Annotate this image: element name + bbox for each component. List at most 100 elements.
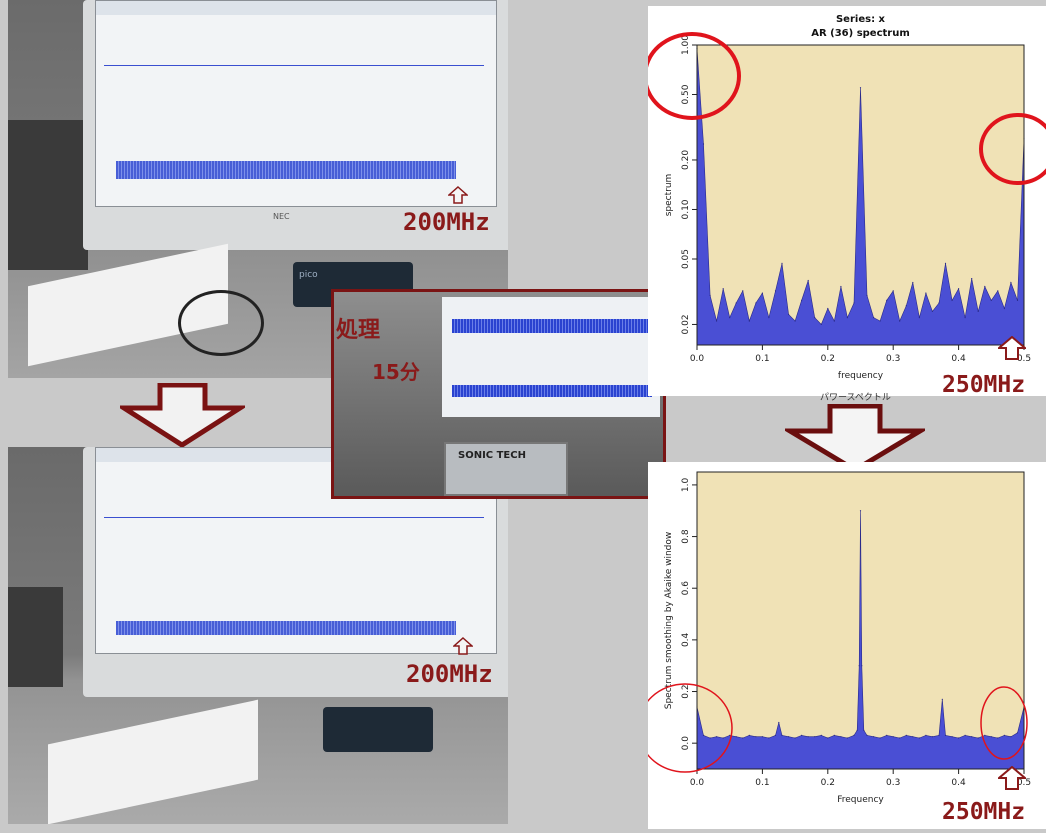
cable [178, 290, 264, 356]
data-point [716, 736, 718, 738]
y-tick-label: 0.10 [681, 199, 691, 219]
data-point [709, 294, 711, 297]
inset-subtitle: 15分 [372, 360, 420, 384]
arrow-up-icon [998, 766, 1026, 790]
y-tick-label: 0.6 [681, 581, 691, 596]
highlight-circle [979, 113, 1046, 185]
data-point [853, 302, 855, 304]
data-point [1010, 281, 1012, 284]
data-point [1010, 736, 1012, 738]
y-tick-label: 0.02 [681, 314, 691, 334]
data-point [944, 262, 947, 264]
highlight-circle [980, 686, 1028, 760]
y-tick-label: 1.00 [681, 35, 691, 55]
data-point [729, 317, 731, 319]
data-point [755, 736, 757, 738]
data-point [761, 736, 763, 738]
data-point [951, 299, 953, 301]
y-tick-label: 0.50 [681, 84, 691, 104]
data-point [716, 320, 718, 322]
data-point [788, 736, 790, 738]
data-point [964, 317, 966, 319]
data-point [801, 734, 803, 736]
device-brand: pico [299, 270, 318, 280]
data-point [899, 320, 901, 322]
ar-spectrum-plot: 0.0 0.1 0.2 0.3 0.4 0.5 0.02 0.05 0.10 0.20 0.50 1.… [643, 14, 1046, 381]
x-tick-label: 0.1 [755, 354, 769, 364]
top-chart-caption: パワースペクトル [820, 393, 891, 403]
pico-device [323, 707, 433, 752]
data-point [977, 310, 979, 312]
data-point [905, 734, 907, 736]
x-tick-label: 0.5 [1017, 354, 1031, 364]
noise-band [452, 385, 652, 397]
data-point [990, 736, 992, 738]
trace-line [104, 65, 484, 66]
data-point [971, 278, 973, 280]
chart-title: Series: x [836, 14, 886, 25]
y-tick-label: 0.2 [681, 684, 691, 698]
device-label: SONIC TECH [458, 450, 526, 461]
plot-frame [696, 471, 1025, 770]
data-point [879, 737, 881, 739]
data-point [1003, 734, 1005, 736]
data-point [794, 320, 796, 322]
data-point [931, 310, 933, 312]
data-point [846, 317, 848, 319]
data-point [820, 734, 822, 736]
arrow-up-icon [448, 186, 468, 204]
data-point [997, 737, 999, 739]
data-point [905, 305, 907, 307]
x-tick-label: 0.2 [821, 354, 835, 364]
data-point [997, 290, 999, 292]
data-point [866, 734, 868, 736]
data-point [814, 736, 816, 738]
freq-label-top: 200MHz [403, 208, 490, 236]
y-tick-label: 0.20 [681, 150, 691, 170]
arrow-up-icon [998, 336, 1026, 360]
x-tick-label: 0.3 [886, 778, 900, 788]
data-point [846, 737, 848, 739]
inset-screen [442, 297, 660, 417]
y-tick-label: 1.0 [681, 477, 691, 492]
y-axis-label: Spectrum smoothing by Akaike window [664, 532, 674, 710]
data-point [931, 736, 933, 738]
data-point [742, 290, 744, 292]
x-tick-label: 0.4 [951, 778, 966, 788]
data-point [833, 734, 835, 736]
data-point [958, 737, 960, 739]
data-point [964, 734, 966, 736]
screen-toolbar [96, 1, 496, 15]
inset-photo: SONIC TECH 処理 15分 [331, 289, 666, 499]
data-point [938, 734, 940, 736]
photo-after-treatment: 200MHz [8, 447, 508, 824]
data-point [866, 294, 868, 297]
data-point [742, 737, 744, 739]
data-point [984, 734, 986, 736]
data-point [892, 290, 894, 292]
data-point [778, 721, 780, 724]
data-point [863, 729, 865, 731]
noise-band [452, 319, 652, 333]
x-tick-label: 0.0 [690, 354, 705, 364]
freq-label-bottom: 200MHz [406, 660, 493, 688]
data-point [873, 736, 875, 738]
data-point [925, 292, 927, 294]
data-point [892, 736, 894, 738]
data-point [859, 510, 862, 512]
data-point [858, 665, 860, 667]
data-point [861, 665, 863, 667]
noise-band [116, 621, 456, 635]
data-point [984, 285, 986, 288]
data-point [814, 317, 816, 319]
oscilloscope-screen [95, 0, 497, 207]
data-point [827, 737, 829, 739]
lab-stand [8, 587, 63, 687]
data-point [794, 737, 796, 739]
data-point [709, 737, 711, 739]
trace-line [104, 517, 484, 518]
data-point [702, 734, 705, 736]
data-point [941, 698, 943, 700]
data-point [781, 734, 783, 736]
data-point [873, 317, 875, 319]
